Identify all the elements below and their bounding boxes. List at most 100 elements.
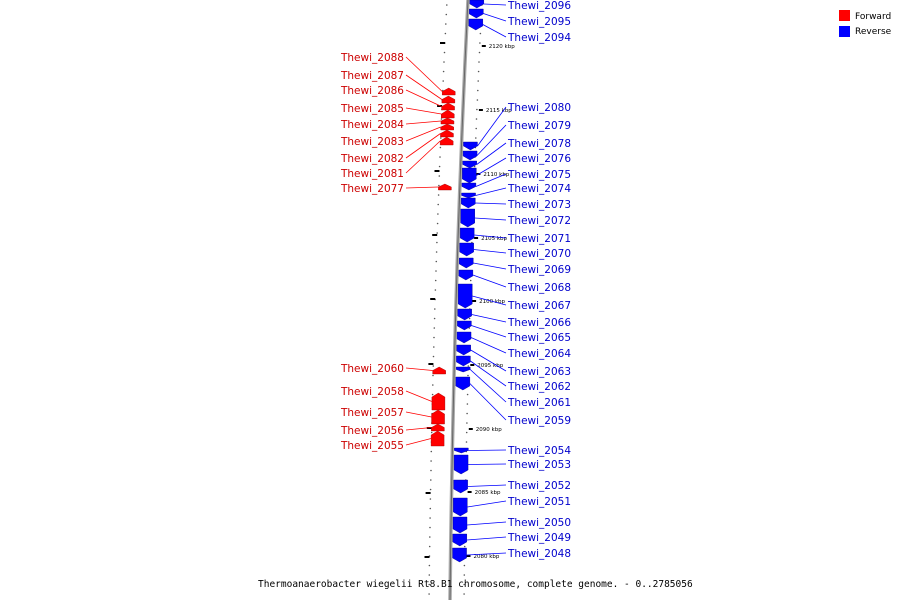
scale-tick-label: 2080 kbp (474, 554, 500, 560)
reverse-gene-label: Thewi_2065 (507, 332, 571, 344)
reverse-gene-label: Thewi_2054 (507, 445, 571, 457)
reverse-gene-label: Thewi_2095 (507, 16, 571, 28)
forward-gene-label: Thewi_2081 (340, 168, 404, 180)
scale-dot-right (473, 165, 476, 168)
reverse-gene-connector (469, 369, 507, 403)
minor-tick (434, 170, 440, 172)
reverse-gene-connector (471, 314, 507, 323)
reverse-gene-feature (458, 283, 473, 309)
scale-tick-label: 2090 kbp (476, 427, 502, 433)
reverse-gene-connector (470, 349, 507, 372)
forward-gene-connector (405, 120, 441, 125)
scale-dot-right (478, 51, 481, 54)
reverse-gene-label: Thewi_2049 (507, 532, 571, 544)
scale-tick-mark (470, 364, 475, 366)
forward-gene-label: Thewi_2058 (340, 386, 404, 398)
scale-dot-left (432, 355, 435, 358)
scale-tick-mark (468, 428, 473, 430)
scale-dot-right (463, 574, 466, 576)
reverse-gene-feature (456, 355, 471, 367)
forward-gene-label: Thewi_2057 (340, 407, 404, 419)
reverse-gene-label: Thewi_2064 (507, 348, 571, 360)
scale-dot-left (436, 232, 439, 234)
reverse-gene-connector (477, 106, 507, 147)
forward-gene-connector (405, 390, 433, 402)
reverse-gene-feature (456, 344, 471, 356)
scale-dot-right (479, 42, 481, 44)
forward-gene-label: Thewi_2055 (340, 440, 404, 452)
reverse-gene-connector (475, 173, 507, 187)
scale-dot-right (468, 317, 471, 320)
scale-dot-left (436, 222, 439, 225)
scale-tick-label: 2085 kbp (475, 490, 501, 496)
forward-gene-feature (431, 423, 445, 432)
scale-dot-right (466, 422, 468, 424)
reverse-gene-feature (457, 320, 472, 331)
forward-gene-label: Thewi_2083 (340, 136, 404, 148)
scale-dot-left (430, 469, 432, 472)
scale-tick-mark (466, 555, 471, 557)
reverse-gene-label: Thewi_2072 (507, 215, 571, 227)
reverse-gene-label: Thewi_2050 (507, 517, 571, 529)
scale-dot-left (439, 156, 441, 158)
forward-gene-connector (405, 427, 432, 431)
legend-reverse-label: Reverse (855, 27, 892, 37)
forward-gene-feature (440, 129, 454, 138)
scale-tick-label: 2110 kbp (483, 172, 509, 178)
scale-tick-label: 2120 kbp (489, 44, 515, 50)
reverse-gene-connector (474, 217, 507, 221)
forward-gene-feature (438, 183, 452, 191)
scale-dot-right (466, 393, 469, 396)
reverse-gene-label: Thewi_2068 (507, 282, 571, 294)
reverse-gene-feature (453, 454, 469, 475)
scale-dot-left (433, 346, 435, 348)
scale-dot-left (428, 574, 431, 576)
reverse-gene-feature (468, 18, 483, 31)
reverse-gene-feature (457, 308, 472, 321)
reverse-gene-connector (471, 325, 507, 338)
forward-gene-connector (405, 107, 442, 115)
reverse-gene-feature (461, 197, 476, 209)
reverse-gene-feature (459, 242, 474, 257)
reverse-gene-label: Thewi_2079 (507, 120, 571, 132)
reverse-gene-feature (469, 8, 484, 19)
scale-dot-left (438, 175, 441, 177)
forward-gene-label: Thewi_2086 (340, 85, 404, 97)
forward-gene-connector (405, 367, 433, 371)
scale-dot-left (440, 137, 442, 139)
scale-tick-mark (481, 45, 486, 47)
scale-dot-left (430, 450, 433, 453)
reverse-gene-feature (453, 479, 468, 494)
reverse-gene-feature (459, 257, 474, 269)
scale-dot-right (463, 593, 465, 595)
forward-gene-connector (405, 411, 432, 418)
reverse-gene-connector (472, 295, 507, 306)
legend-forward-swatch (839, 10, 850, 21)
forward-gene-label: Thewi_2084 (340, 119, 404, 131)
reverse-gene-label: Thewi_2063 (507, 366, 571, 378)
legend-reverse-swatch (839, 26, 850, 37)
reverse-gene-connector (466, 521, 507, 526)
legend: Forward Reverse (839, 10, 892, 37)
reverse-gene-connector (475, 187, 507, 196)
reverse-gene-feature (461, 192, 476, 199)
reverse-gene-connector (483, 3, 507, 6)
scale-dot-right (463, 545, 466, 548)
reverse-gene-connector (469, 383, 507, 421)
forward-gene-feature (430, 430, 445, 447)
scale-dot-right (475, 127, 478, 130)
reverse-gene-connector (466, 536, 507, 541)
forward-gene-feature (439, 136, 454, 146)
scale-dot-left (445, 23, 447, 25)
scale-dot-left (434, 308, 436, 310)
reverse-gene-feature (460, 208, 475, 228)
scale-dot-right (466, 403, 469, 405)
scale-dot-left (435, 270, 437, 272)
scale-tick-label: 2095 kbp (477, 363, 503, 369)
reverse-gene-connector (470, 337, 507, 354)
reverse-gene-connector (472, 274, 507, 288)
scale-dot-left (429, 526, 431, 529)
scale-dot-left (439, 146, 442, 149)
forward-gene-feature (432, 366, 446, 375)
reverse-gene-connector (476, 124, 507, 156)
